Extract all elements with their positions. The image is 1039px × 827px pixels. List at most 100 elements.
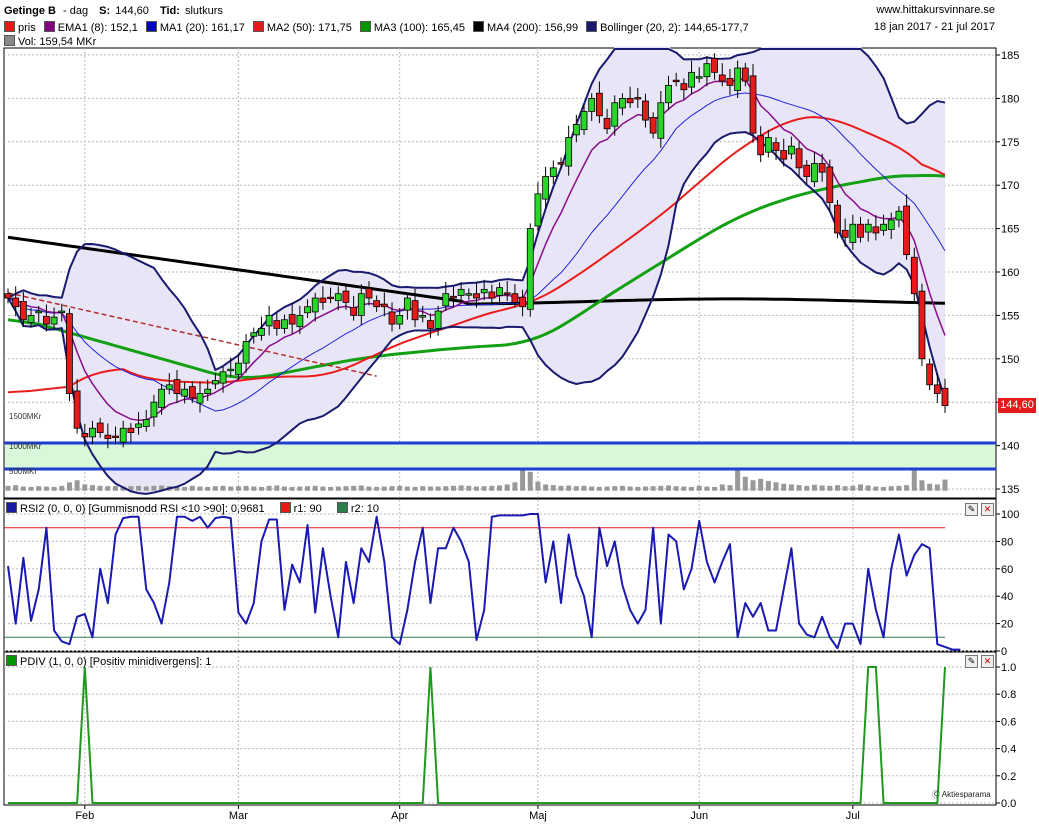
candle-body xyxy=(388,311,396,325)
legend-row-2: pris EMA1 (8): 152,1 MA1 (20): 161,17 MA2 (… xyxy=(4,21,757,35)
legend-volume[interactable]: Vol: 159,54 MKr xyxy=(4,35,96,49)
candle-body xyxy=(764,137,772,153)
volume-bar xyxy=(566,485,572,491)
candle-body xyxy=(265,314,273,327)
legend-item[interactable]: MA1 (20): 161,17 xyxy=(145,21,245,35)
candle-body xyxy=(89,427,96,438)
volume-bar xyxy=(750,480,756,491)
volume-bar xyxy=(343,486,349,491)
candle-body xyxy=(112,435,119,438)
time-value: slutkurs xyxy=(184,5,223,17)
volume-bar xyxy=(881,486,887,491)
volume-bar xyxy=(358,485,364,491)
legend-swatch-icon xyxy=(4,35,15,46)
volume-bar xyxy=(82,484,88,491)
volume-bar xyxy=(834,485,840,491)
candle-body xyxy=(135,423,142,428)
candle-body xyxy=(66,313,73,394)
candle-body xyxy=(327,296,334,300)
trend-line xyxy=(7,292,377,377)
legend-item[interactable]: MA3 (100): 165,45 xyxy=(359,21,465,35)
volume-bar xyxy=(305,486,311,491)
volume-bar xyxy=(251,486,257,491)
volume-bar xyxy=(13,485,19,491)
candle-body xyxy=(772,142,780,151)
candle-body xyxy=(181,388,189,397)
x-tick-label: Jul xyxy=(846,810,860,822)
candle-body xyxy=(841,229,849,238)
candle-body xyxy=(619,98,626,109)
volume-bar xyxy=(174,486,180,491)
volume-bar xyxy=(335,486,341,491)
legend-item[interactable]: EMA1 (8): 152,1 xyxy=(43,21,138,35)
volume-bar xyxy=(466,485,472,491)
y-tick-label: 135 xyxy=(1001,484,1019,496)
candle-body xyxy=(534,193,542,227)
volume-bar xyxy=(159,485,165,491)
volume-bar xyxy=(274,485,280,491)
pdiv-close-icon[interactable]: ✕ xyxy=(981,655,994,668)
candle-body xyxy=(380,303,388,308)
candle-body xyxy=(450,295,457,299)
volume-bar xyxy=(673,486,679,491)
volume-bar xyxy=(381,486,387,491)
date-range: 18 jan 2017 - 21 jul 2017 xyxy=(873,21,995,33)
candle-body xyxy=(933,384,941,394)
candle-body xyxy=(626,98,634,104)
candle-body xyxy=(880,223,887,231)
candle-body xyxy=(757,135,765,156)
candle-body xyxy=(496,287,503,296)
legend-swatch-icon xyxy=(4,21,15,32)
site-url[interactable]: www.hittakursvinnare.se xyxy=(876,4,995,16)
candle-body xyxy=(580,111,588,131)
volume-bar xyxy=(642,486,648,491)
y-tick-label: 150 xyxy=(1001,354,1019,366)
volume-bar xyxy=(765,480,771,491)
candle-body xyxy=(926,363,934,386)
rsi-close-icon[interactable]: ✕ xyxy=(981,503,994,516)
legend-swatch-icon xyxy=(472,21,484,32)
volume-bar xyxy=(573,486,579,491)
candle-body xyxy=(703,63,711,78)
y-tick-label: 185 xyxy=(1001,50,1019,62)
candle-body xyxy=(542,176,550,200)
candle-body xyxy=(488,291,496,299)
candle-body xyxy=(749,75,757,134)
pdiv-line xyxy=(8,666,946,804)
candle-body xyxy=(35,310,43,314)
volume-bar xyxy=(666,485,672,491)
volume-bar xyxy=(650,486,656,491)
candle-body xyxy=(557,162,565,165)
legend-item[interactable]: Bollinger (20, 2): 144,65-177,7 xyxy=(586,21,749,35)
x-tick-label: Jun xyxy=(690,810,708,822)
volume-bar xyxy=(20,486,26,491)
volume-bar xyxy=(804,485,810,491)
x-tick-label: Maj xyxy=(529,810,547,822)
candle-body xyxy=(603,117,611,130)
volume-bar xyxy=(281,486,287,491)
rsi-settings-icon[interactable]: ✎ xyxy=(965,503,978,516)
volume-bar xyxy=(550,485,556,491)
y-tick-label: 60 xyxy=(1001,564,1013,576)
volume-bar xyxy=(328,486,334,491)
legend-item[interactable]: MA2 (50): 171,75 xyxy=(252,21,352,35)
candle-body xyxy=(150,401,158,418)
candle-body xyxy=(657,102,665,139)
rsi-legend: RSI2 (0, 0, 0) [Gummisnodd RSI <10 >90]:… xyxy=(6,502,379,515)
volume-bar xyxy=(543,484,549,491)
volume-bar xyxy=(827,485,833,491)
y-tick-label: 1.0 xyxy=(1001,662,1016,674)
volume-bar xyxy=(850,485,856,491)
candle-body xyxy=(411,300,419,321)
legend-swatch-icon xyxy=(145,21,157,32)
y-tick-label: 175 xyxy=(1001,137,1019,149)
candle-body xyxy=(572,124,580,136)
watermark: Ⓒ Aktiesparama xyxy=(932,790,991,799)
candle-body xyxy=(258,328,265,336)
volume-bar xyxy=(635,486,641,491)
y-tick-label: 0 xyxy=(1001,646,1007,658)
pdiv-settings-icon[interactable]: ✎ xyxy=(965,655,978,668)
legend-item[interactable]: pris xyxy=(4,21,36,35)
legend-item[interactable]: MA4 (200): 156,99 xyxy=(472,21,578,35)
